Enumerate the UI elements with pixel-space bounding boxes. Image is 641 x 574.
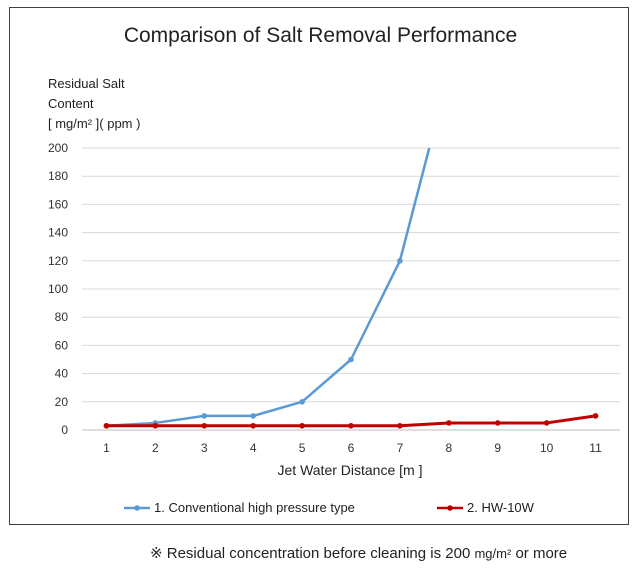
x-tick-label: 3 bbox=[201, 441, 208, 455]
y-tick-label: 80 bbox=[55, 310, 69, 324]
y-tick-label: 60 bbox=[55, 338, 69, 352]
x-tick-label: 8 bbox=[445, 441, 452, 455]
y-tick-label: 120 bbox=[48, 254, 68, 268]
x-tick-label: 1 bbox=[103, 441, 110, 455]
x-tick-label: 10 bbox=[540, 441, 554, 455]
data-point bbox=[592, 413, 599, 419]
legend-label-hw10w: 2. HW-10W bbox=[467, 500, 534, 515]
data-point bbox=[543, 420, 550, 426]
data-point bbox=[348, 422, 354, 429]
legend-marker-hw10w bbox=[437, 504, 463, 511]
y-tick-label: 20 bbox=[55, 395, 69, 409]
legend-item-hw10w: 2. HW-10W bbox=[437, 500, 534, 515]
y-tick-label: 0 bbox=[61, 423, 68, 437]
y-tick-label: 40 bbox=[55, 367, 69, 381]
data-point bbox=[250, 413, 256, 419]
y-tick-label: 180 bbox=[48, 169, 68, 183]
data-point bbox=[201, 422, 208, 429]
y-axis-label-line-1: Residual Salt bbox=[48, 76, 125, 91]
data-point bbox=[201, 413, 208, 419]
x-tick-label: 7 bbox=[397, 441, 404, 455]
footnote-text: Residual concentration before cleaning i… bbox=[166, 545, 471, 562]
series-line bbox=[106, 147, 431, 428]
y-axis-label: Residual Salt Content [ mg/m² ]( ppm ) bbox=[48, 74, 140, 134]
legend-marker-conventional bbox=[124, 504, 150, 511]
chart-title: Comparison of Salt Removal Performance bbox=[123, 24, 518, 47]
data-point bbox=[299, 399, 305, 405]
y-axis-unit: [ mg/m² ]( ppm ) bbox=[48, 116, 141, 131]
x-tick-label: 4 bbox=[250, 441, 257, 455]
data-point bbox=[299, 422, 305, 429]
legend-label-conventional: 1. Conventional high pressure type bbox=[154, 500, 355, 515]
x-axis-label: Jet Water Distance [m ] bbox=[277, 462, 423, 478]
footnote-text-after: or more bbox=[515, 545, 568, 562]
y-axis-label-line-2: Content bbox=[48, 96, 94, 111]
footnote-mark: ※ bbox=[150, 545, 163, 562]
data-point bbox=[397, 258, 403, 264]
data-point bbox=[103, 422, 110, 429]
x-tick-label: 9 bbox=[494, 441, 501, 455]
legend-item-conventional: 1. Conventional high pressure type bbox=[124, 500, 355, 515]
y-tick-label: 140 bbox=[48, 226, 68, 240]
y-tick-label: 100 bbox=[48, 282, 68, 296]
data-point bbox=[397, 422, 403, 429]
x-tick-label: 6 bbox=[348, 441, 355, 455]
x-tick-label: 2 bbox=[152, 441, 159, 455]
data-point bbox=[494, 420, 501, 426]
x-tick-label: 5 bbox=[299, 441, 306, 455]
data-point bbox=[152, 422, 159, 429]
y-tick-label: 160 bbox=[48, 197, 68, 211]
data-point bbox=[250, 422, 256, 429]
y-tick-label: 200 bbox=[48, 141, 68, 155]
footnote: ※ Residual concentration before cleaning… bbox=[150, 544, 567, 562]
chart-frame bbox=[9, 7, 629, 525]
data-point bbox=[446, 420, 452, 426]
data-point bbox=[348, 356, 354, 363]
footnote-unit: mg/m² bbox=[474, 546, 512, 561]
x-tick-label: 11 bbox=[589, 441, 602, 455]
